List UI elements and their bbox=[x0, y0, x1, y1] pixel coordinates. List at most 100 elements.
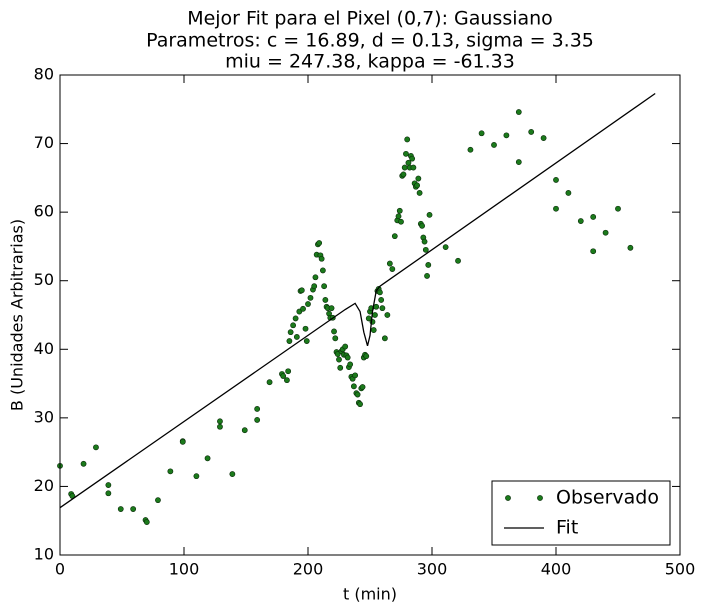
data-point bbox=[316, 240, 323, 246]
data-point bbox=[229, 471, 236, 477]
data-point bbox=[422, 246, 429, 253]
data-point bbox=[284, 377, 290, 384]
data-point bbox=[322, 297, 329, 303]
data-point bbox=[130, 506, 137, 512]
y-tick-label: 20 bbox=[34, 476, 54, 495]
data-point bbox=[336, 356, 342, 363]
data-point bbox=[155, 497, 161, 504]
data-point bbox=[400, 171, 407, 178]
data-point bbox=[359, 384, 366, 390]
data-point bbox=[419, 222, 425, 229]
data-point bbox=[319, 267, 326, 274]
data-point bbox=[292, 315, 299, 322]
data-point bbox=[298, 287, 305, 294]
fit-line bbox=[59, 92, 656, 509]
data-point bbox=[515, 159, 522, 165]
y-tick-label: 30 bbox=[34, 407, 54, 426]
x-tick-label: 100 bbox=[169, 560, 200, 579]
data-point bbox=[217, 418, 223, 425]
legend-label: Observado bbox=[556, 487, 659, 509]
data-point bbox=[391, 233, 398, 240]
x-tick-label: 400 bbox=[541, 560, 572, 579]
data-point bbox=[378, 297, 385, 303]
data-point bbox=[590, 248, 597, 255]
data-point bbox=[217, 423, 223, 430]
data-point bbox=[410, 164, 417, 171]
data-point bbox=[386, 260, 393, 267]
data-point bbox=[602, 229, 609, 236]
data-point bbox=[395, 213, 402, 220]
x-tick-label: 500 bbox=[665, 560, 696, 579]
data-point bbox=[424, 273, 430, 279]
data-point bbox=[204, 455, 211, 462]
data-point bbox=[379, 305, 386, 312]
chart-title: miu = 247.38, kappa = -61.33 bbox=[225, 51, 515, 73]
legend-label: Fit bbox=[556, 517, 578, 539]
data-point bbox=[105, 482, 112, 488]
data-point bbox=[254, 406, 261, 412]
data-point bbox=[421, 238, 428, 245]
data-point bbox=[403, 150, 409, 157]
data-point bbox=[426, 211, 433, 218]
data-point bbox=[425, 262, 432, 268]
legend-box bbox=[491, 480, 671, 546]
data-point bbox=[401, 164, 408, 171]
data-point bbox=[80, 460, 87, 467]
data-point bbox=[117, 506, 124, 512]
data-point bbox=[143, 519, 150, 525]
data-point bbox=[389, 266, 396, 272]
data-point bbox=[293, 334, 300, 340]
data-point bbox=[303, 338, 310, 344]
x-tick-label: 200 bbox=[293, 560, 324, 579]
data-point bbox=[503, 132, 510, 139]
data-point bbox=[553, 205, 559, 212]
data-point bbox=[627, 244, 634, 251]
data-point bbox=[384, 312, 391, 318]
data-point bbox=[311, 283, 318, 290]
data-point bbox=[321, 283, 328, 290]
y-tick-label: 40 bbox=[34, 339, 54, 358]
data-point bbox=[254, 417, 261, 423]
data-point bbox=[266, 379, 273, 386]
data-point bbox=[302, 325, 309, 332]
data-point bbox=[396, 207, 403, 214]
data-point bbox=[416, 190, 423, 196]
data-point bbox=[405, 159, 412, 166]
data-point bbox=[105, 490, 112, 497]
data-point bbox=[467, 146, 474, 153]
data-point bbox=[363, 353, 370, 360]
data-point bbox=[328, 305, 335, 312]
data-point bbox=[352, 372, 359, 379]
x-axis-label: t (min) bbox=[343, 585, 397, 604]
data-point bbox=[357, 401, 363, 408]
y-tick-label: 80 bbox=[34, 65, 54, 84]
data-point bbox=[442, 244, 449, 251]
x-tick-label: 0 bbox=[55, 560, 65, 579]
data-point bbox=[342, 343, 349, 350]
data-point bbox=[615, 205, 621, 212]
data-point bbox=[305, 301, 311, 307]
legend-swatch bbox=[537, 495, 543, 501]
data-point bbox=[300, 305, 306, 312]
data-point bbox=[290, 322, 297, 329]
data-point bbox=[193, 473, 200, 480]
data-point bbox=[354, 391, 361, 398]
data-point bbox=[414, 182, 421, 189]
data-point bbox=[565, 190, 572, 196]
plot-frame bbox=[59, 74, 681, 556]
data-point bbox=[381, 335, 388, 342]
y-tick-label: 10 bbox=[34, 545, 54, 564]
data-point bbox=[241, 427, 248, 434]
data-point bbox=[287, 329, 294, 336]
data-point bbox=[577, 218, 584, 224]
data-point bbox=[409, 155, 416, 162]
data-point bbox=[347, 361, 354, 368]
data-point bbox=[332, 335, 339, 342]
legend: Observado Fit bbox=[491, 480, 671, 546]
chart-title: Parametros: c = 16.89, d = 0.13, sigma =… bbox=[146, 30, 594, 52]
data-point bbox=[415, 175, 422, 182]
y-axis-label: B (Unidades Arbitrarias) bbox=[8, 219, 27, 411]
data-point bbox=[590, 214, 597, 220]
data-point bbox=[372, 312, 378, 318]
data-point bbox=[540, 135, 547, 141]
